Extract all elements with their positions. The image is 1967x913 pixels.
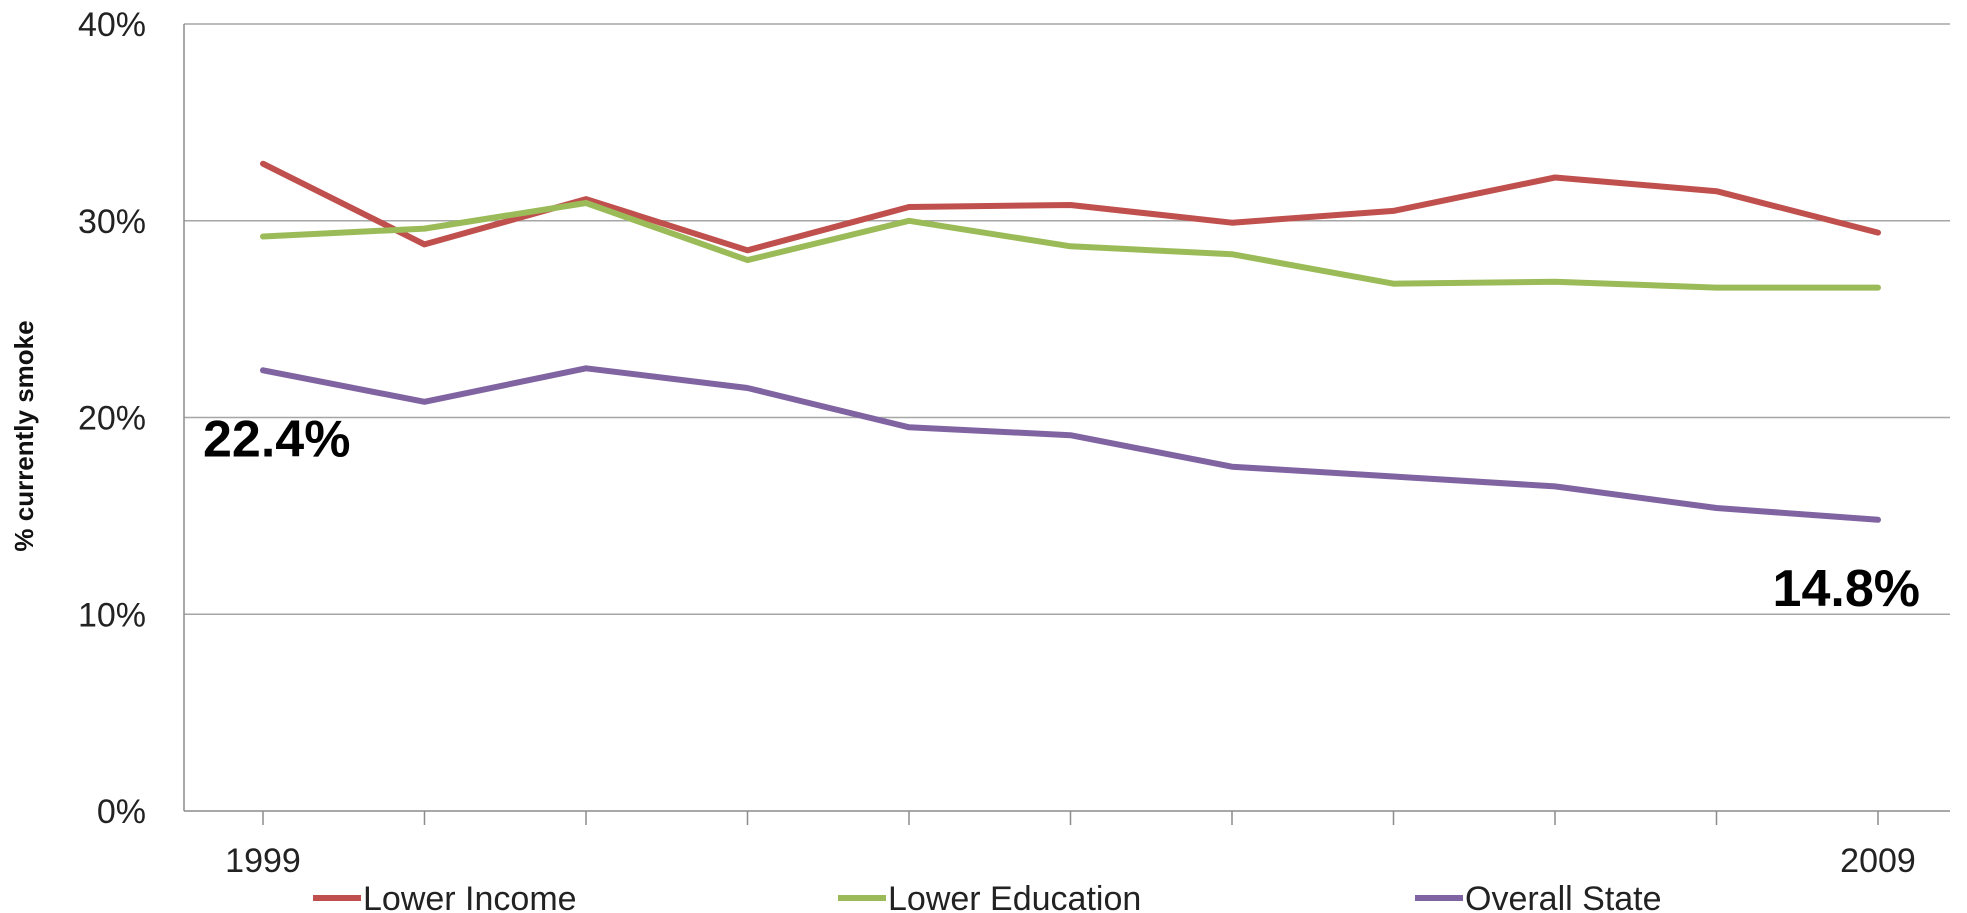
y-tick-label: 40% [78, 6, 146, 44]
y-tick-label: 30% [78, 203, 146, 241]
data-callout-label: 22.4% [203, 410, 350, 468]
series-line-lower-education [260, 200, 1881, 291]
y-tick-label: 20% [78, 400, 146, 438]
legend-item: Lower Education [838, 880, 1141, 913]
legend: Lower Income Lower Education Overall State [313, 880, 1662, 913]
y-tick-label: 0% [97, 793, 146, 831]
series-lines [260, 160, 1881, 523]
legend-item: Lower Income [313, 880, 577, 913]
y-tick-label: 10% [78, 596, 146, 634]
x-tick-label: 1999 [225, 842, 301, 880]
legend-label: Overall State [1465, 880, 1662, 913]
series-line-overall-state [260, 365, 1881, 523]
legend-item: Overall State [1415, 880, 1662, 913]
series-line-lower-income [260, 160, 1881, 254]
y-axis-label: % currently smoke [9, 320, 39, 551]
legend-label: Lower Education [888, 880, 1141, 913]
data-callout-label: 14.8% [1773, 560, 1920, 618]
y-axis-ticks: 0% 10% 20% 30% 40% [78, 6, 146, 831]
gridlines [184, 23, 1950, 615]
x-axis: 1999 2009 [183, 24, 1950, 880]
legend-label: Lower Income [363, 880, 577, 913]
data-callouts: 22.4% 14.8% [203, 410, 1920, 618]
x-tick-label: 2009 [1840, 842, 1916, 880]
